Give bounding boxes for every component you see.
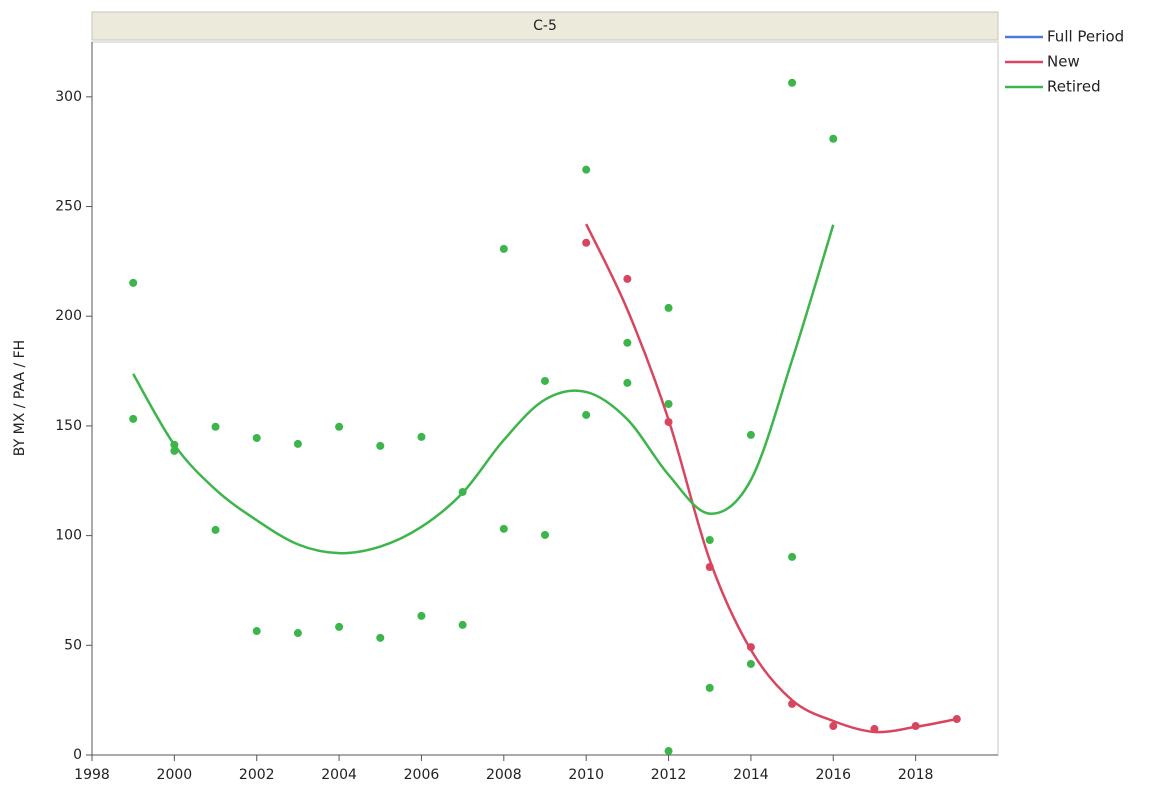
scatter-point	[623, 378, 632, 387]
scatter-point	[376, 633, 385, 642]
chart-title: C-5	[533, 18, 557, 34]
fit-line	[132, 224, 835, 555]
scatter-point	[293, 629, 302, 638]
x-tick-label: 2018	[898, 767, 934, 783]
y-tick-label: 0	[73, 747, 82, 763]
x-tick-label: 1998	[74, 767, 110, 783]
scatter-point	[252, 433, 261, 442]
scatter-point	[664, 417, 673, 426]
scatter-point	[746, 643, 755, 652]
scatter-point	[458, 620, 467, 629]
y-tick-label: 50	[64, 637, 82, 653]
header-bar	[91, 11, 999, 41]
y-tick-label: 300	[55, 89, 82, 105]
x-tick-label: 2006	[404, 767, 440, 783]
x-tick-label: 2014	[733, 767, 769, 783]
scatter-point	[129, 414, 138, 423]
x-tick-label: 2016	[815, 767, 851, 783]
scatter-point	[541, 530, 549, 539]
scatter-point	[952, 715, 961, 724]
x-tick-label: 2008	[486, 767, 522, 783]
x-tick-label: 2012	[651, 767, 687, 783]
scatter-point	[211, 422, 220, 431]
legend-label: Full Period	[1047, 28, 1124, 46]
scatter-point	[788, 699, 797, 708]
scatter-point	[499, 524, 508, 533]
scatter-point	[623, 274, 632, 283]
scatter-point	[746, 659, 755, 668]
scatter-point	[541, 376, 549, 385]
y-tick-label: 100	[55, 528, 82, 544]
scatter-point	[252, 627, 261, 636]
scatter-point	[582, 238, 591, 247]
scatter-point	[417, 611, 426, 620]
scatter-point	[829, 134, 838, 143]
x-tick-label: 2004	[321, 767, 357, 783]
scatter-point	[705, 683, 714, 692]
y-tick-label: 200	[55, 308, 82, 324]
scatter-point	[788, 552, 797, 561]
scatter-point	[870, 724, 879, 733]
scatter-point	[746, 430, 755, 439]
scatter-point	[664, 399, 673, 408]
scatter-point	[170, 446, 179, 455]
scatter-point	[499, 244, 508, 253]
y-axis-label: BY MX / PAA / FH	[12, 340, 28, 456]
scatter-point	[335, 422, 344, 431]
x-tick-label: 2010	[568, 767, 604, 783]
scatter-point	[458, 487, 467, 496]
scatter-point	[664, 303, 673, 312]
scatter-point	[705, 536, 714, 545]
scatter-point	[335, 622, 344, 631]
scatter-point	[417, 432, 426, 441]
legend-label: Retired	[1047, 78, 1101, 96]
scatter-point	[705, 562, 714, 571]
scatter-point	[170, 440, 179, 449]
scatter-point	[829, 722, 838, 731]
scatter-point	[582, 165, 591, 174]
scatter-point	[211, 525, 220, 534]
scatter-point	[129, 278, 138, 287]
y-tick-label: 150	[55, 418, 82, 434]
scatter-point	[788, 78, 797, 87]
x-tick-label: 2000	[157, 767, 193, 783]
scatter-point	[911, 722, 920, 731]
x-tick-label: 2002	[239, 767, 275, 783]
scatter-point	[664, 747, 673, 756]
y-tick-label: 250	[55, 199, 82, 215]
legend-label: New	[1047, 53, 1080, 71]
scatter-point	[293, 439, 302, 448]
scatter-point	[582, 410, 591, 419]
scatter-point	[376, 441, 385, 450]
scatter-point	[623, 338, 632, 347]
